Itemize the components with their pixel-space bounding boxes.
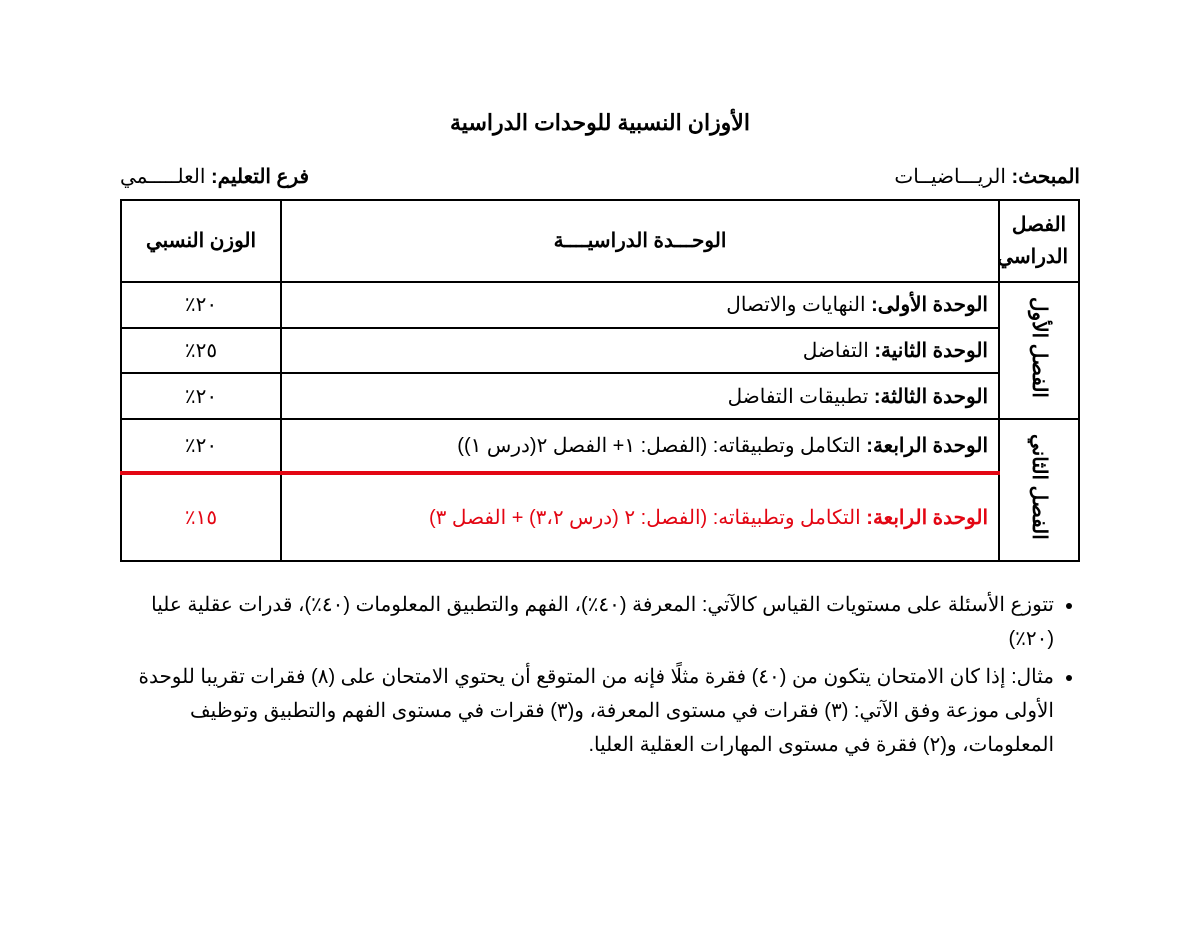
semester-1-label: الفصل الأول xyxy=(1027,291,1051,404)
table-row: الوحدة الثانية: التفاضل ٢٥٪ xyxy=(121,328,1079,374)
unit-desc: التكامل وتطبيقاته: (الفصل: ٢ (درس ٣،٢) +… xyxy=(429,507,861,529)
notes-list: تتوزع الأسئلة على مستويات القياس كالآتي:… xyxy=(120,588,1080,762)
semester-2-cell: الفصل الثاني xyxy=(999,419,1079,561)
branch-block: فرع التعليم: العلـــــمي xyxy=(120,164,309,189)
subject-block: المبحث: الريـــاضيــات xyxy=(894,164,1080,189)
unit-desc: النهايات والاتصال xyxy=(726,294,865,316)
header-row: المبحث: الريـــاضيــات فرع التعليم: العل… xyxy=(120,164,1080,189)
page-title: الأوزان النسبية للوحدات الدراسية xyxy=(120,110,1080,136)
semester-1-cell: الفصل الأول xyxy=(999,282,1079,419)
unit-cell: الوحدة الرابعة: التكامل وتطبيقاته: (الفص… xyxy=(281,419,999,473)
note-item: تتوزع الأسئلة على مستويات القياس كالآتي:… xyxy=(120,588,1054,656)
col-unit: الوحـــدة الدراسيــــة xyxy=(281,200,999,282)
weight-cell: ٢٠٪ xyxy=(121,282,281,328)
branch-label: فرع التعليم: xyxy=(211,166,309,188)
col-semester: الفصل الدراسي xyxy=(999,200,1079,282)
unit-name: الوحدة الرابعة: xyxy=(866,435,988,457)
unit-name: الوحدة الثانية: xyxy=(874,340,988,362)
table-row: الوحدة الثالثة: تطبيقات التفاضل ٢٠٪ xyxy=(121,373,1079,419)
document-page: الأوزان النسبية للوحدات الدراسية المبحث:… xyxy=(0,0,1200,927)
unit-desc: التفاضل xyxy=(803,340,869,362)
weights-table: الفصل الدراسي الوحـــدة الدراسيــــة الو… xyxy=(120,199,1080,562)
table-row: الفصل الأول الوحدة الأولى: النهايات والا… xyxy=(121,282,1079,328)
unit-desc: التكامل وتطبيقاته: (الفصل: ١+ الفصل ٢(در… xyxy=(457,435,860,457)
subject-label: المبحث: xyxy=(1012,166,1080,188)
table-row: الفصل الثاني الوحدة الرابعة: التكامل وتط… xyxy=(121,419,1079,473)
unit-cell: الوحدة الرابعة: التكامل وتطبيقاته: (الفص… xyxy=(281,473,999,561)
table-header-row: الفصل الدراسي الوحـــدة الدراسيــــة الو… xyxy=(121,200,1079,282)
unit-name: الوحدة الرابعة: xyxy=(866,507,988,529)
note-item: مثال: إذا كان الامتحان يتكون من (٤٠) فقر… xyxy=(120,660,1054,762)
unit-desc: تطبيقات التفاضل xyxy=(728,386,869,408)
semester-2-label: الفصل الثاني xyxy=(1027,428,1051,546)
col-weight: الوزن النسبي xyxy=(121,200,281,282)
table-row-highlight: الوحدة الرابعة: التكامل وتطبيقاته: (الفص… xyxy=(121,473,1079,561)
subject-value: الريـــاضيــات xyxy=(894,166,1006,188)
unit-name: الوحدة الأولى: xyxy=(871,294,988,316)
unit-name: الوحدة الثالثة: xyxy=(874,386,988,408)
unit-cell: الوحدة الأولى: النهايات والاتصال xyxy=(281,282,999,328)
weight-cell: ٢٠٪ xyxy=(121,419,281,473)
weight-cell: ٢٠٪ xyxy=(121,373,281,419)
unit-cell: الوحدة الثالثة: تطبيقات التفاضل xyxy=(281,373,999,419)
weight-cell: ١٥٪ xyxy=(121,473,281,561)
branch-value: العلـــــمي xyxy=(120,166,205,188)
unit-cell: الوحدة الثانية: التفاضل xyxy=(281,328,999,374)
weight-cell: ٢٥٪ xyxy=(121,328,281,374)
